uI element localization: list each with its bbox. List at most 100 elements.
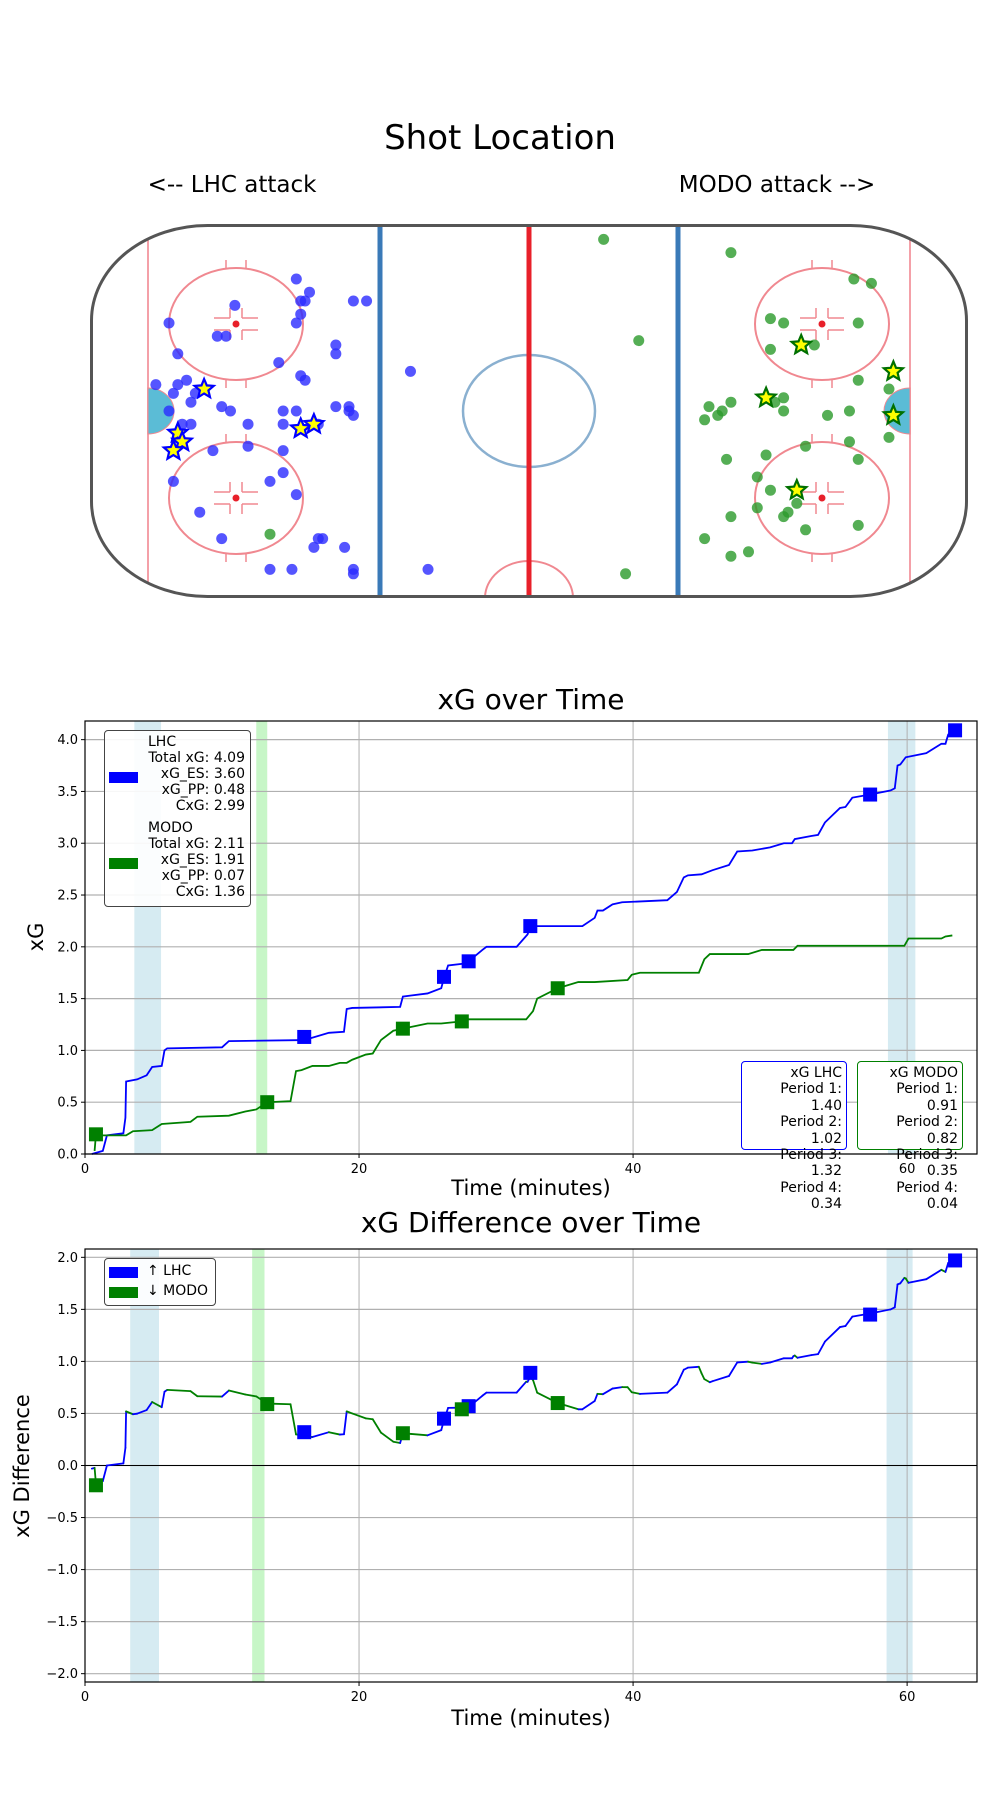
- diff-line-segment: [426, 1429, 443, 1437]
- shot-dot-modo: [725, 396, 737, 408]
- period-box-lhc: xG LHC Period 1: 1.40 Period 2: 1.02 Per…: [741, 1061, 847, 1212]
- modo-attack-label: MODO attack -->: [678, 172, 876, 198]
- diff-line-segment: [728, 1361, 739, 1377]
- goal-marker-lhc: [297, 1425, 312, 1440]
- shot-dot-lhc: [299, 374, 311, 386]
- goal-star-modo: [788, 332, 814, 356]
- diff-line-segment: [351, 1412, 367, 1420]
- shot-dot-modo: [743, 546, 754, 558]
- shot-dot-lhc: [242, 418, 254, 430]
- shot-dot-modo: [721, 453, 733, 465]
- xg-chart-title: xG over Time: [437, 683, 625, 716]
- y-tick-label: −0.5: [46, 1511, 78, 1526]
- diff-line-segment: [697, 1365, 703, 1375]
- shot-dot-modo: [598, 233, 610, 245]
- shot-dot-modo: [778, 511, 790, 523]
- goal-star-lhc: [301, 411, 327, 435]
- shot-dot-lhc: [290, 405, 302, 417]
- diff-line-segment: [343, 1410, 348, 1436]
- y-tick-label: 1.0: [57, 1044, 78, 1059]
- shot-dot-modo: [725, 511, 737, 523]
- y-tick-label: 0.0: [57, 1148, 78, 1163]
- period-box-lhc-line: Period 1: 1.40: [780, 1081, 842, 1114]
- shot-dot-modo: [620, 568, 632, 580]
- diff-line-segment: [666, 1383, 678, 1394]
- diff-line-segment: [101, 1464, 108, 1483]
- shot-dot-modo: [264, 528, 276, 540]
- y-tick-label: 2.0: [57, 1251, 78, 1266]
- shot-dot-modo: [764, 484, 776, 496]
- series-line-lhc: [91, 729, 956, 1155]
- diff-line-segment: [151, 1401, 163, 1409]
- faceoff-dot: [818, 494, 826, 502]
- diff-line-segment: [760, 1361, 771, 1365]
- period-box-lhc-line: Period 4: 0.34: [780, 1179, 842, 1213]
- shot-dot-lhc: [181, 374, 193, 386]
- legend-patch-lhc: [109, 772, 138, 783]
- legend-lhc-total: Total xG: 4.09: [148, 750, 245, 766]
- shot-dot-modo: [843, 405, 855, 417]
- diff-line-segment: [124, 1410, 128, 1449]
- diff-line-segment: [602, 1387, 614, 1396]
- y-tick-label: −2.0: [46, 1667, 78, 1682]
- shot-dot-lhc: [308, 541, 320, 553]
- shot-dot-modo: [703, 401, 715, 413]
- period-box-modo-title: xG MODO: [889, 1065, 958, 1081]
- faceoff-dot: [232, 320, 240, 328]
- shot-dot-modo: [791, 497, 803, 509]
- diff-line-segment: [410, 1433, 429, 1437]
- diff-line-segment: [145, 1401, 154, 1411]
- diff-line-segment: [345, 1410, 354, 1415]
- shot-dot-lhc: [286, 563, 298, 575]
- shot-dot-lhc: [330, 348, 342, 360]
- diff-line-segment: [289, 1403, 297, 1436]
- legend-modo-total: Total xG: 2.11: [148, 836, 245, 852]
- goal-star-modo: [784, 477, 810, 501]
- axes-frame: [84, 720, 978, 1155]
- shot-dot-modo: [699, 414, 711, 426]
- diff-line-segment: [630, 1391, 641, 1395]
- goal-star-lhc: [191, 376, 217, 400]
- diff-line-segment: [364, 1417, 374, 1421]
- goal-marker-lhc: [523, 919, 538, 934]
- y-tick-label: 2.0: [57, 940, 78, 955]
- faceoff-circle: [754, 441, 890, 555]
- shot-dot-modo: [633, 335, 645, 347]
- diff-line-segment: [311, 1431, 330, 1438]
- goal-marker-modo: [88, 1127, 103, 1142]
- shot-dot-modo: [725, 247, 737, 259]
- diff-line-segment: [380, 1431, 395, 1443]
- shot-dot-lhc: [220, 330, 232, 342]
- shot-dot-modo: [852, 453, 864, 465]
- shot-dot-lhc: [211, 330, 223, 342]
- diff-line-segment: [106, 1462, 125, 1467]
- goal-marker-lhc: [948, 723, 963, 738]
- shot-dot-lhc: [330, 339, 342, 351]
- xg-legend: LHC Total xG: 4.09 xG_ES: 3.60 xG_PP: 0.…: [104, 730, 251, 907]
- shot-dot-lhc: [264, 475, 276, 487]
- legend-lhc-es: xG_ES: 3.60: [160, 766, 245, 782]
- y-tick-label: 1.5: [57, 1303, 78, 1318]
- goal-marker-lhc: [863, 1307, 878, 1322]
- period-box-modo: xG MODO Period 1: 0.91 Period 2: 0.82 Pe…: [857, 1061, 963, 1212]
- diff-line-segment: [817, 1340, 826, 1356]
- shot-dot-modo: [712, 409, 724, 421]
- shot-dot-modo: [883, 431, 895, 443]
- period-band: [256, 721, 268, 1154]
- shot-dot-lhc: [347, 563, 359, 575]
- lhc-attack-label: <-- LHC attack: [147, 172, 317, 198]
- y-tick-label: 0.5: [57, 1407, 78, 1422]
- faceoff-dot: [232, 494, 240, 502]
- legend-modo-name: MODO: [148, 820, 193, 836]
- faceoff-dot: [818, 320, 826, 328]
- diff-line-segment: [703, 1378, 711, 1384]
- rink-boards: [90, 224, 968, 598]
- goal-marker-lhc: [436, 1411, 451, 1426]
- legend-modo-cxg: CxG: 1.36: [175, 884, 245, 900]
- period-box-modo-line: Period 1: 0.91: [896, 1081, 958, 1114]
- y-tick-label: 1.0: [57, 1355, 78, 1370]
- xg-chart-xlabel: Time (minutes): [451, 1176, 611, 1200]
- shot-dot-lhc: [167, 475, 179, 487]
- xg-difference-chart: −2.0 −1.5 −1.0 −0.5 0.0 0.5 1.0 1.5 2.0 0 20 40 60: [46, 1248, 978, 1705]
